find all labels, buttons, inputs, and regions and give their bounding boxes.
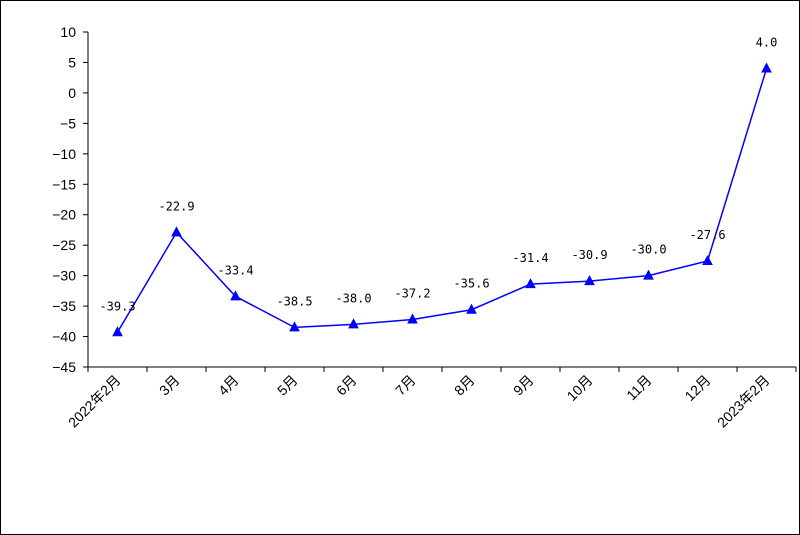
- data-label: 4.0: [756, 36, 778, 50]
- data-point-marker: [643, 269, 654, 280]
- data-point-marker: [584, 275, 595, 286]
- data-label: -38.5: [276, 294, 312, 308]
- y-tick-label: −20: [52, 207, 76, 223]
- y-tick-label: −10: [52, 146, 76, 162]
- x-tick-label: 9月: [510, 372, 537, 399]
- data-label: -22.9: [158, 199, 194, 213]
- y-tick-label: −25: [52, 237, 76, 253]
- data-point-marker: [407, 313, 418, 324]
- data-point-marker: [230, 290, 241, 301]
- data-point-marker: [761, 62, 772, 73]
- data-point-marker: [702, 254, 713, 266]
- x-tick-label: 10月: [563, 372, 595, 404]
- x-axis-ticks: 2022年2月 3月 4月 5月 6月 7月 8月 9月 10月 11月 12月 2023年2月: [65, 367, 797, 431]
- data-label: -31.4: [512, 251, 548, 265]
- y-tick-label: −35: [52, 298, 76, 314]
- x-tick-label: 12月: [681, 372, 713, 404]
- data-point-marker: [112, 326, 123, 337]
- x-tick-label: 7月: [392, 372, 419, 399]
- data-point-marker: [348, 318, 359, 329]
- data-label: -30.0: [630, 243, 666, 257]
- data-label: -33.4: [217, 263, 253, 277]
- data-label: -39.3: [99, 299, 135, 313]
- x-tick-label: 3月: [156, 372, 183, 399]
- y-tick-label: −45: [52, 359, 76, 375]
- series-line: [116, 68, 768, 333]
- x-tick-label: 8月: [451, 372, 478, 399]
- y-tick-label: 5: [68, 54, 76, 70]
- x-tick-label: 6月: [333, 372, 360, 399]
- x-tick-label: 4月: [215, 372, 242, 399]
- y-tick-label: −5: [60, 115, 76, 131]
- data-point-marker: [171, 226, 182, 237]
- y-axis-ticks: 10 5 0 −5 −10 −15 −20 −25 −30 −35 −40 −45: [52, 24, 88, 375]
- data-label: -27.6: [689, 228, 725, 242]
- data-point-marker: [289, 321, 300, 332]
- y-tick-label: 0: [68, 85, 76, 101]
- y-tick-label: 10: [60, 24, 76, 40]
- y-tick-label: −40: [52, 329, 76, 345]
- x-tick-label: 11月: [623, 372, 654, 403]
- series-group: -39.3 -22.9 -33.4 -38.5 -38.0 -37.2 -35.6 -31.4…: [99, 36, 778, 337]
- y-tick-label: −15: [52, 176, 76, 192]
- data-point-marker: [525, 278, 536, 289]
- data-label: -35.6: [453, 277, 489, 291]
- data-label: -30.9: [571, 248, 607, 262]
- x-tick-label: 2022年2月: [65, 372, 124, 431]
- data-label: -37.2: [394, 286, 430, 300]
- data-label: -38.0: [335, 291, 371, 305]
- y-tick-label: −30: [52, 268, 76, 284]
- x-tick-label: 5月: [274, 372, 301, 399]
- x-tick-label: 2023年2月: [714, 372, 773, 431]
- data-point-marker: [466, 303, 477, 314]
